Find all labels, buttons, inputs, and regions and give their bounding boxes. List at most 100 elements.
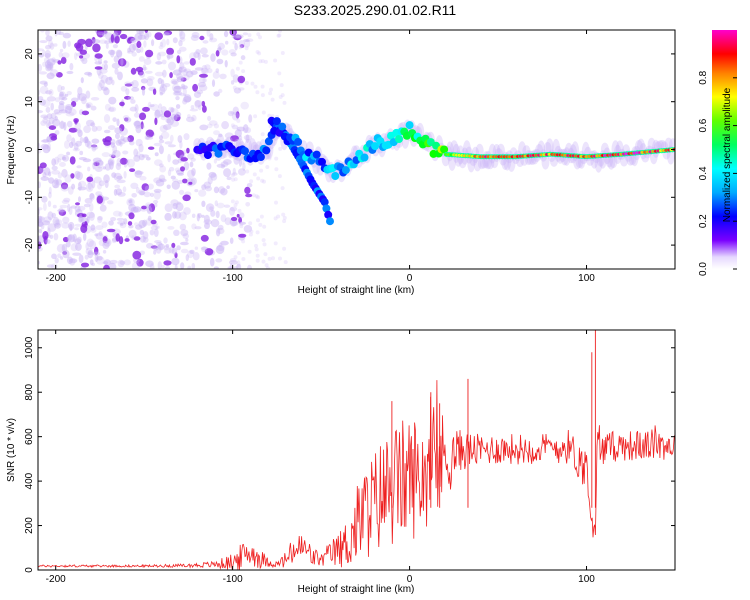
heatmap-noise-blob <box>278 30 282 33</box>
heatmap-noise-blob <box>180 262 185 269</box>
colorbar-tick-label: 0.6 <box>698 118 709 132</box>
heatmap-noise-blob <box>239 224 244 229</box>
heatmap-noise-blob <box>194 246 199 250</box>
heatmap-noise-blob <box>50 112 57 119</box>
heatmap-noise-blob <box>242 162 246 171</box>
heatmap-noise-blob <box>236 140 240 147</box>
heatmap-noise-blob <box>231 35 241 39</box>
heatmap-noise-blob <box>164 212 172 221</box>
heatmap-noise-blob <box>108 76 113 81</box>
heatmap-noise-blob <box>79 150 84 156</box>
heatmap-noise-blob <box>60 182 69 190</box>
heatmap-noise-blob <box>176 73 183 80</box>
heatmap-noise-blob <box>255 90 260 95</box>
heatmap-ridge-halo <box>550 155 558 167</box>
heatmap-noise-blob <box>162 69 167 78</box>
heatmap-noise-blob <box>86 103 92 109</box>
heatmap-noise-blob <box>97 216 103 224</box>
heatmap-noise-blob <box>78 196 81 203</box>
heatmap-noise-blob <box>221 121 230 130</box>
heatmap-noise-blob <box>245 169 250 174</box>
heatmap-noise-blob <box>111 62 120 69</box>
heatmap-noise-blob <box>208 171 217 178</box>
heatmap-noise-blob <box>253 114 258 119</box>
heatmap-noise-blob <box>273 241 278 246</box>
heatmap-noise-blob <box>83 232 87 241</box>
heatmap-noise-blob <box>124 238 130 242</box>
heatmap-noise-blob <box>74 227 79 231</box>
heatmap-noise-blob <box>48 191 52 199</box>
heatmap-noise-blob <box>91 144 97 152</box>
heatmap-noise-blob <box>160 131 170 139</box>
heatmap-noise-blob <box>273 216 278 221</box>
heatmap-noise-blob <box>145 31 152 38</box>
heatmap-noise-blob <box>172 202 178 210</box>
heatmap-noise-blob <box>260 59 265 64</box>
heatmap-noise-blob <box>66 91 72 96</box>
heatmap-noise-blob <box>86 141 92 149</box>
heatmap-branch-point <box>326 217 334 226</box>
heatmap-noise-blob <box>177 179 184 184</box>
heatmap-noise-blob <box>187 114 191 119</box>
heatmap-noise-blob <box>148 203 156 213</box>
heatmap-noise-blob <box>263 59 268 64</box>
heatmap-noise-blob <box>55 112 62 116</box>
heatmap-noise-blob <box>203 214 210 224</box>
heatmap-noise-blob <box>215 258 223 263</box>
heatmap-noise-blob <box>242 32 249 36</box>
heatmap-noise-blob <box>74 205 81 213</box>
heatmap-noise-blob <box>115 233 121 242</box>
heatmap-noise-blob <box>240 101 249 110</box>
heatmap-noise-blob <box>182 96 192 103</box>
heatmap-noise-blob <box>251 193 256 198</box>
snr-y-label: SNR (10 * v/v) <box>6 418 17 482</box>
heatmap-noise-blob <box>230 111 234 115</box>
heatmap-noise-blob <box>267 156 272 161</box>
heatmap-noise-blob <box>111 172 117 178</box>
heatmap-noise-blob <box>154 117 158 126</box>
heatmap-noise-blob <box>240 55 246 61</box>
heatmap-noise-blob <box>277 174 282 179</box>
heatmap-noise-blob <box>46 96 56 102</box>
heatmap-x-tick-label: 0 <box>407 273 413 284</box>
heatmap-noise-blob <box>106 200 114 205</box>
colorbar-tick-label: 0.4 <box>698 166 709 180</box>
heatmap-noise-blob <box>112 210 122 217</box>
heatmap-noise-blob <box>155 179 165 187</box>
heatmap-noise-blob <box>146 78 154 87</box>
heatmap-noise-blob <box>198 84 208 92</box>
heatmap-noise-blob <box>84 136 89 144</box>
heatmap-noise-blob <box>190 34 199 42</box>
heatmap-noise-blob <box>190 105 195 110</box>
heatmap-noise-blob <box>213 158 217 164</box>
heatmap-noise-blob <box>211 79 216 87</box>
heatmap-noise-blob <box>255 230 260 235</box>
heatmap-noise-blob <box>231 124 239 130</box>
heatmap-noise-blob <box>141 85 146 91</box>
heatmap-noise-blob <box>144 134 150 141</box>
heatmap-noise-blob <box>39 167 45 174</box>
heatmap-noise-blob <box>111 238 117 244</box>
heatmap-noise-blob <box>178 30 183 37</box>
heatmap-noise-blob <box>158 51 167 57</box>
heatmap-noise-blob <box>248 114 253 123</box>
heatmap-noise-blob <box>154 152 159 157</box>
heatmap-noise-blob <box>95 232 104 240</box>
heatmap-noise-blob <box>283 260 288 265</box>
heatmap-y-tick-label: -10 <box>24 190 35 205</box>
heatmap-noise-blob <box>164 247 172 254</box>
heatmap-noise-blob <box>86 176 94 183</box>
heatmap-noise-blob <box>254 247 259 252</box>
heatmap-noise-blob <box>53 43 58 47</box>
heatmap-noise-blob <box>159 124 168 133</box>
heatmap-noise-blob <box>191 168 196 176</box>
heatmap-noise-blob <box>96 30 105 38</box>
heatmap-noise-blob <box>46 113 53 120</box>
heatmap-noise-blob <box>74 223 82 227</box>
heatmap-noise-blob <box>163 32 170 36</box>
heatmap-noise-blob <box>95 256 105 265</box>
heatmap-y-tick-label: 20 <box>24 48 35 60</box>
heatmap-noise-blob <box>64 174 72 183</box>
heatmap-noise-blob <box>66 151 71 156</box>
heatmap-noise-blob <box>123 171 127 179</box>
